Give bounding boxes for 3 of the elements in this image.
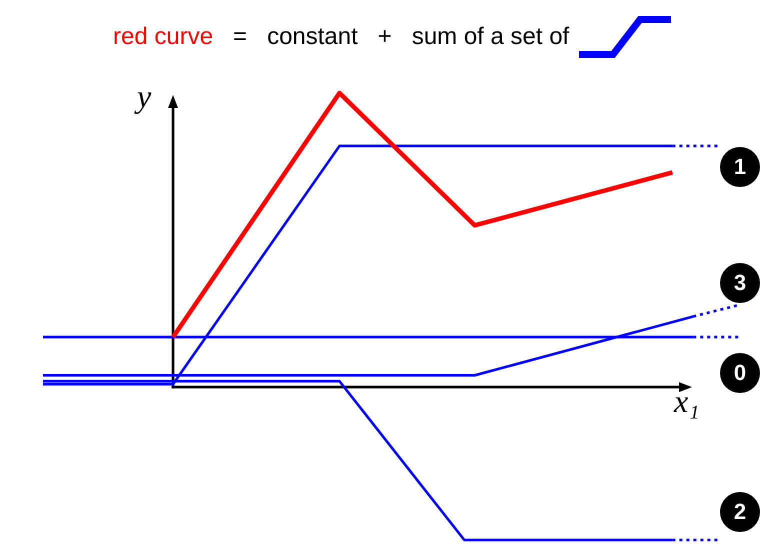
text: red curve bbox=[113, 22, 214, 52]
x-axis-title: x₁ bbox=[674, 383, 700, 420]
chart-title: = constant + sum of a set of bbox=[233, 22, 570, 52]
